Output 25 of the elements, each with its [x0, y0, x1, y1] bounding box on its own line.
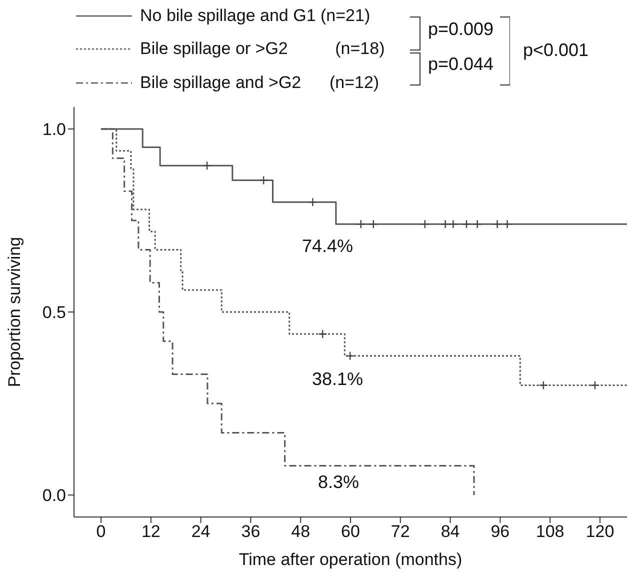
annotation: 8.3%	[318, 472, 360, 493]
x-tick-label: 96	[490, 522, 510, 542]
y-tick-label: 1.0	[42, 120, 66, 139]
legend-label: Bile spillage or >G2 (n=18)	[140, 39, 385, 59]
x-tick-label: 36	[241, 522, 260, 542]
x-tick-label: 84	[440, 522, 460, 542]
legend-label: Bile spillage and >G2 (n=12)	[140, 73, 380, 93]
x-axis-title: Time after operation (months)	[238, 550, 462, 569]
x-tick-label: 0	[96, 522, 106, 542]
annotation: 38.1%	[312, 369, 364, 390]
text: p=0.009	[428, 19, 494, 40]
x-tick-label: 72	[390, 522, 410, 542]
annotation: 74.4%	[302, 236, 354, 257]
x-tick-label: 24	[191, 522, 210, 542]
y-tick-label: 0.0	[42, 486, 66, 506]
x-tick-label: 108	[536, 522, 564, 542]
x-tick-label: 60	[341, 522, 360, 542]
y-tick-label: 0.5	[42, 303, 66, 322]
text: p<0.001	[523, 40, 589, 61]
x-tick-label: 48	[291, 522, 310, 542]
y-axis-title: Proportion surviving	[5, 236, 24, 388]
text: p=0.044	[428, 54, 494, 75]
legend-label: No bile spillage and G1 (n=21)	[140, 6, 370, 26]
x-tick-label: 120	[586, 522, 614, 542]
x-tick-label: 12	[141, 522, 160, 542]
